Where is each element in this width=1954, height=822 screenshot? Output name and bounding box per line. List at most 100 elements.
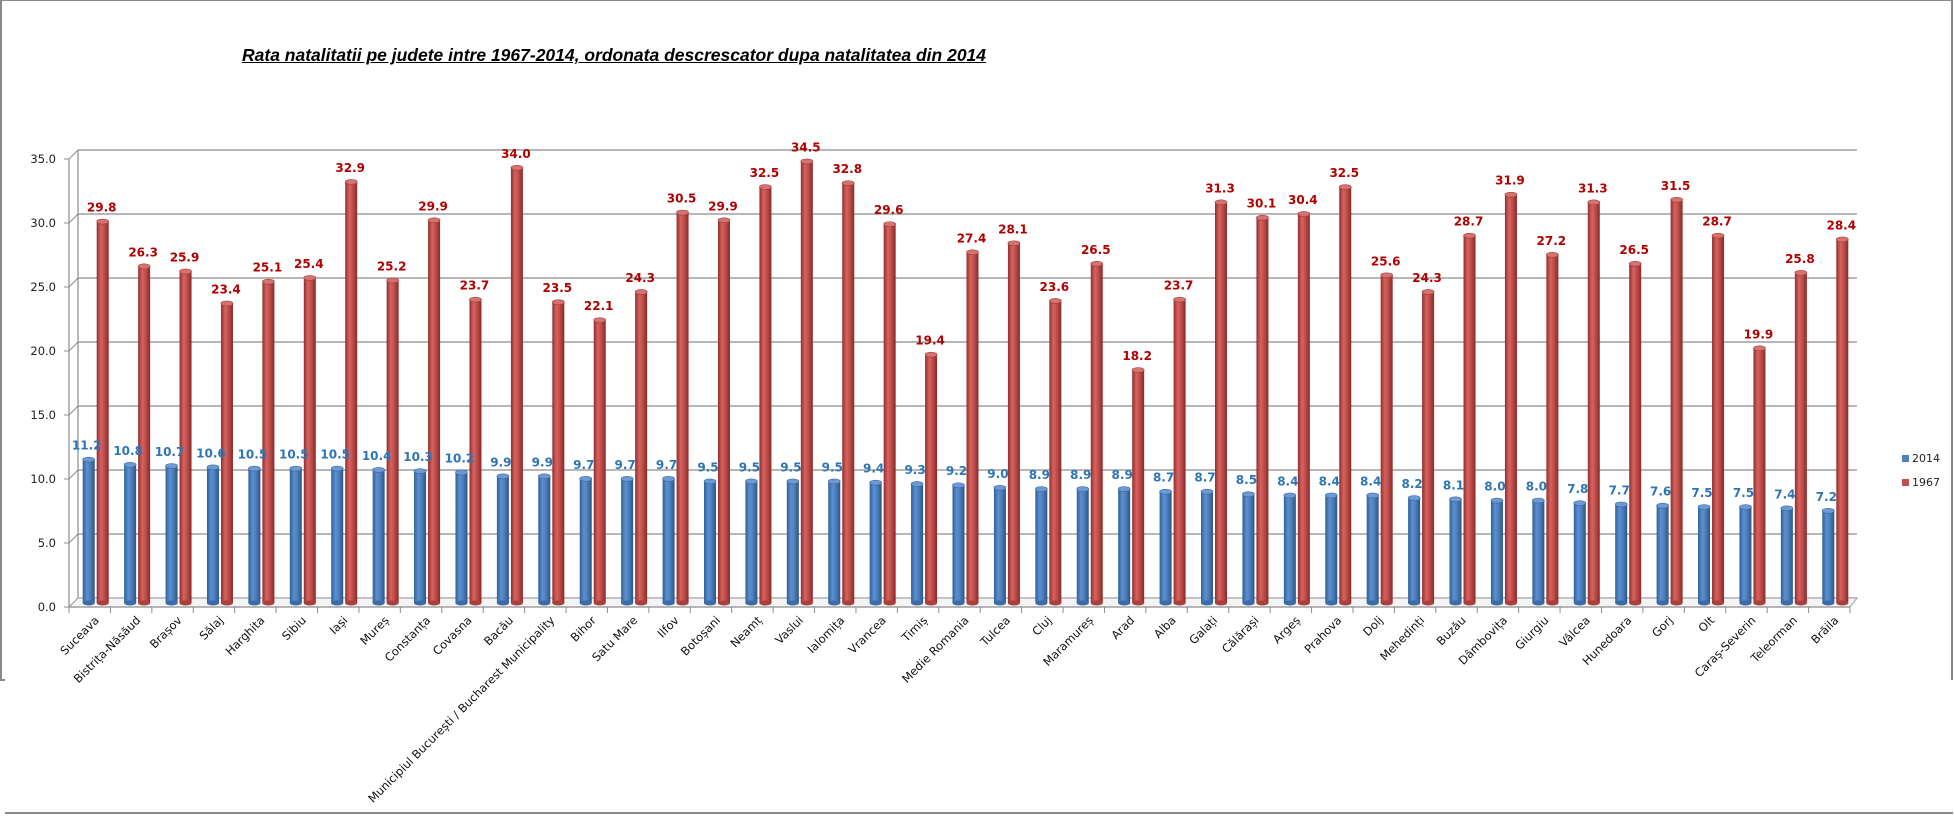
data-label-1967: 25.6 [1371,254,1401,268]
bar-base-2014 [745,600,758,606]
data-label-1967: 25.4 [294,257,324,271]
x-category-label: Vaslui [772,613,806,647]
data-label-2014: 10.3 [403,450,433,464]
bar-cap-2014 [1076,486,1090,492]
bar-1967 [303,277,316,603]
bar-base-2014 [786,600,799,606]
bar-1967 [179,271,192,603]
bar-1967 [469,299,482,603]
bar-2014 [414,471,427,603]
data-label-2014: 9.9 [532,455,553,469]
bar-2014 [1532,500,1545,603]
bar-2014 [1201,491,1214,603]
bar-base-2014 [1325,600,1338,606]
bar-cap-1967 [759,184,772,190]
data-label-1967: 32.5 [750,166,780,180]
bar-1967 [676,212,689,603]
data-label-2014: 7.6 [1650,485,1671,499]
bar-base-1967 [842,600,855,606]
bar-1967 [1546,254,1559,603]
bar-2014 [952,485,965,603]
data-label-2014: 11.2 [72,439,102,453]
bar-base-1967 [345,600,358,606]
bar-base-1967 [635,600,648,606]
bar-base-1967 [386,600,399,606]
bar-base-2014 [1076,600,1089,606]
bar-base-2014 [1035,600,1048,606]
bar-cap-2014 [869,479,882,486]
data-label-1967: 31.5 [1661,179,1691,193]
x-category-label: Brăila [1808,613,1841,646]
bar-base-1967 [676,600,689,606]
bar-2014 [1449,499,1462,603]
bar-1967 [1132,370,1145,603]
bar-1967 [883,224,896,603]
bar-base-2014 [952,600,965,606]
data-label-2014: 9.4 [863,462,884,476]
bar-base-1967 [1670,600,1683,606]
data-label-2014: 10.6 [196,446,226,460]
x-category-label: Dolj [1360,613,1386,639]
chart-frame-left-corner [0,679,5,681]
data-label-2014: 9.2 [946,464,967,478]
bar-1967 [1215,202,1228,604]
bar-cap-2014 [289,465,303,472]
data-label-2014: 8.4 [1277,474,1298,488]
bar-cap-2014 [1573,500,1587,506]
bar-cap-2014 [1117,486,1131,492]
bar-cap-2014 [703,478,717,485]
bar-2014 [124,464,137,603]
legend-swatch-2014 [1902,455,1909,462]
bar-2014 [372,469,385,603]
legend-swatch-1967 [1902,479,1909,486]
gridline-side [68,213,79,224]
bar-1967 [966,252,979,603]
data-label-1967: 24.3 [1412,271,1442,285]
data-label-1967: 28.1 [998,222,1028,236]
bar-base-2014 [1739,600,1752,606]
bar-cap-2014 [1449,496,1462,503]
gridline-side [68,149,79,160]
bar-1967 [552,302,565,603]
bar-base-1967 [428,600,441,606]
bar-cap-2014 [1532,497,1545,504]
bar-base-1967 [262,600,275,606]
y-tick-label: 15.0 [30,408,56,422]
bar-2014 [621,478,634,603]
bar-cap-2014 [455,469,468,476]
bar-1967 [510,167,523,604]
data-label-1967: 32.5 [1329,166,1359,180]
bar-cap-2014 [248,465,261,472]
bar-2014 [165,466,178,603]
bar-base-2014 [993,600,1006,606]
y-tick-label: 0.0 [38,600,56,614]
chart-frame-bottom-border [5,812,1953,814]
bar-cap-2014 [620,476,634,482]
bar-base-1967 [179,600,192,606]
data-label-1967: 30.4 [1288,193,1318,207]
x-category-label: Bihor [568,613,599,644]
bar-cap-1967 [137,263,151,270]
bar-cap-2014 [123,461,137,468]
bar-1967 [1629,263,1642,603]
bar-cap-1967 [634,289,648,295]
bar-cap-1967 [1753,345,1766,352]
bar-base-1967 [800,600,813,606]
bar-cap-2014 [1200,488,1214,495]
bar-cap-2014 [1242,491,1255,498]
data-label-1967: 31.3 [1578,181,1608,195]
data-label-1967: 19.9 [1744,327,1774,341]
bar-base-2014 [414,600,427,606]
data-label-1967: 29.9 [708,199,738,213]
data-label-2014: 8.2 [1401,477,1422,491]
bar-cap-2014 [1739,504,1752,510]
data-label-1967: 19.4 [915,334,945,348]
bar-base-2014 [1118,600,1131,606]
bar-base-2014 [1201,600,1214,606]
bar-cap-2014 [1035,486,1048,492]
bar-base-2014 [124,600,137,606]
data-label-2014: 10.8 [113,444,143,458]
bar-cap-1967 [883,221,896,227]
data-label-1967: 27.4 [957,231,987,245]
bar-base-1967 [1836,600,1849,606]
